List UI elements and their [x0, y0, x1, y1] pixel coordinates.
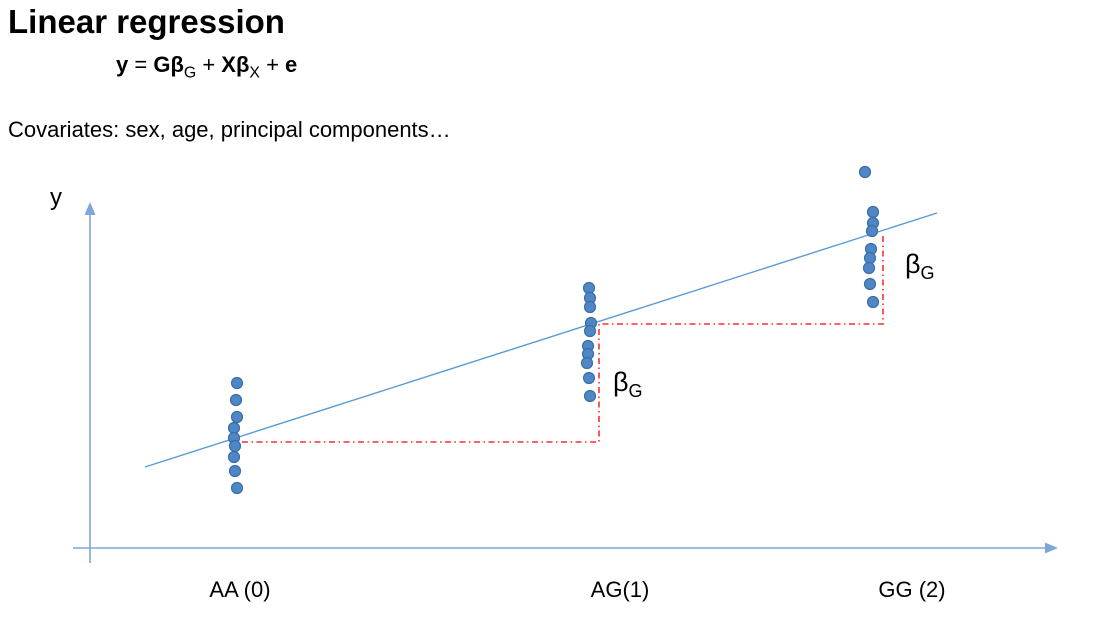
- equation-beta-g: β: [170, 52, 184, 77]
- y-axis-label: y: [50, 184, 62, 211]
- data-point: [230, 481, 244, 495]
- data-point: [582, 281, 596, 295]
- equation-beta-g-sub: G: [183, 64, 197, 82]
- data-point: [583, 389, 597, 403]
- x-axis-label: AG(1): [591, 577, 650, 602]
- data-point: [858, 165, 872, 179]
- data-point: [227, 450, 241, 464]
- page-title: Linear regression: [8, 3, 285, 40]
- data-point: [866, 205, 880, 219]
- regression-line: [144, 212, 938, 468]
- data-point: [583, 300, 597, 314]
- beta-step-path: [242, 235, 884, 443]
- beta-label: βG: [613, 367, 643, 401]
- data-point: [582, 371, 596, 385]
- equation-plus-2: +: [259, 52, 286, 77]
- data-point: [580, 356, 594, 370]
- data-point: [230, 376, 244, 390]
- covariates-note: Covariates: sex, age, principal componen…: [8, 117, 451, 142]
- data-point: [863, 277, 877, 291]
- regression-equation: y = GβG + XβX + e: [116, 52, 298, 82]
- data-point: [229, 393, 243, 407]
- equation-y: y: [116, 52, 129, 77]
- beta-label: βG: [905, 249, 935, 283]
- equation-beta-x: β: [235, 52, 250, 77]
- data-point: [230, 410, 244, 424]
- equation-e: e: [285, 52, 298, 77]
- equation-beta-x-sub: X: [249, 64, 260, 82]
- x-axis-label: AA (0): [209, 577, 270, 602]
- equation-G: G: [153, 52, 171, 77]
- equation-X: X: [221, 52, 236, 77]
- data-point: [866, 295, 880, 309]
- data-point: [583, 324, 597, 338]
- data-point: [228, 439, 242, 453]
- data-point: [865, 224, 879, 238]
- data-point: [862, 261, 876, 275]
- equation-plus-1: +: [196, 52, 222, 77]
- x-axis-arrowhead: [1045, 542, 1058, 554]
- equation-equals: =: [128, 52, 154, 77]
- data-point: [228, 464, 242, 478]
- x-axis-label: GG (2): [878, 577, 945, 602]
- data-point: [227, 421, 241, 435]
- y-axis-arrowhead: [84, 202, 96, 215]
- data-point: [863, 251, 877, 265]
